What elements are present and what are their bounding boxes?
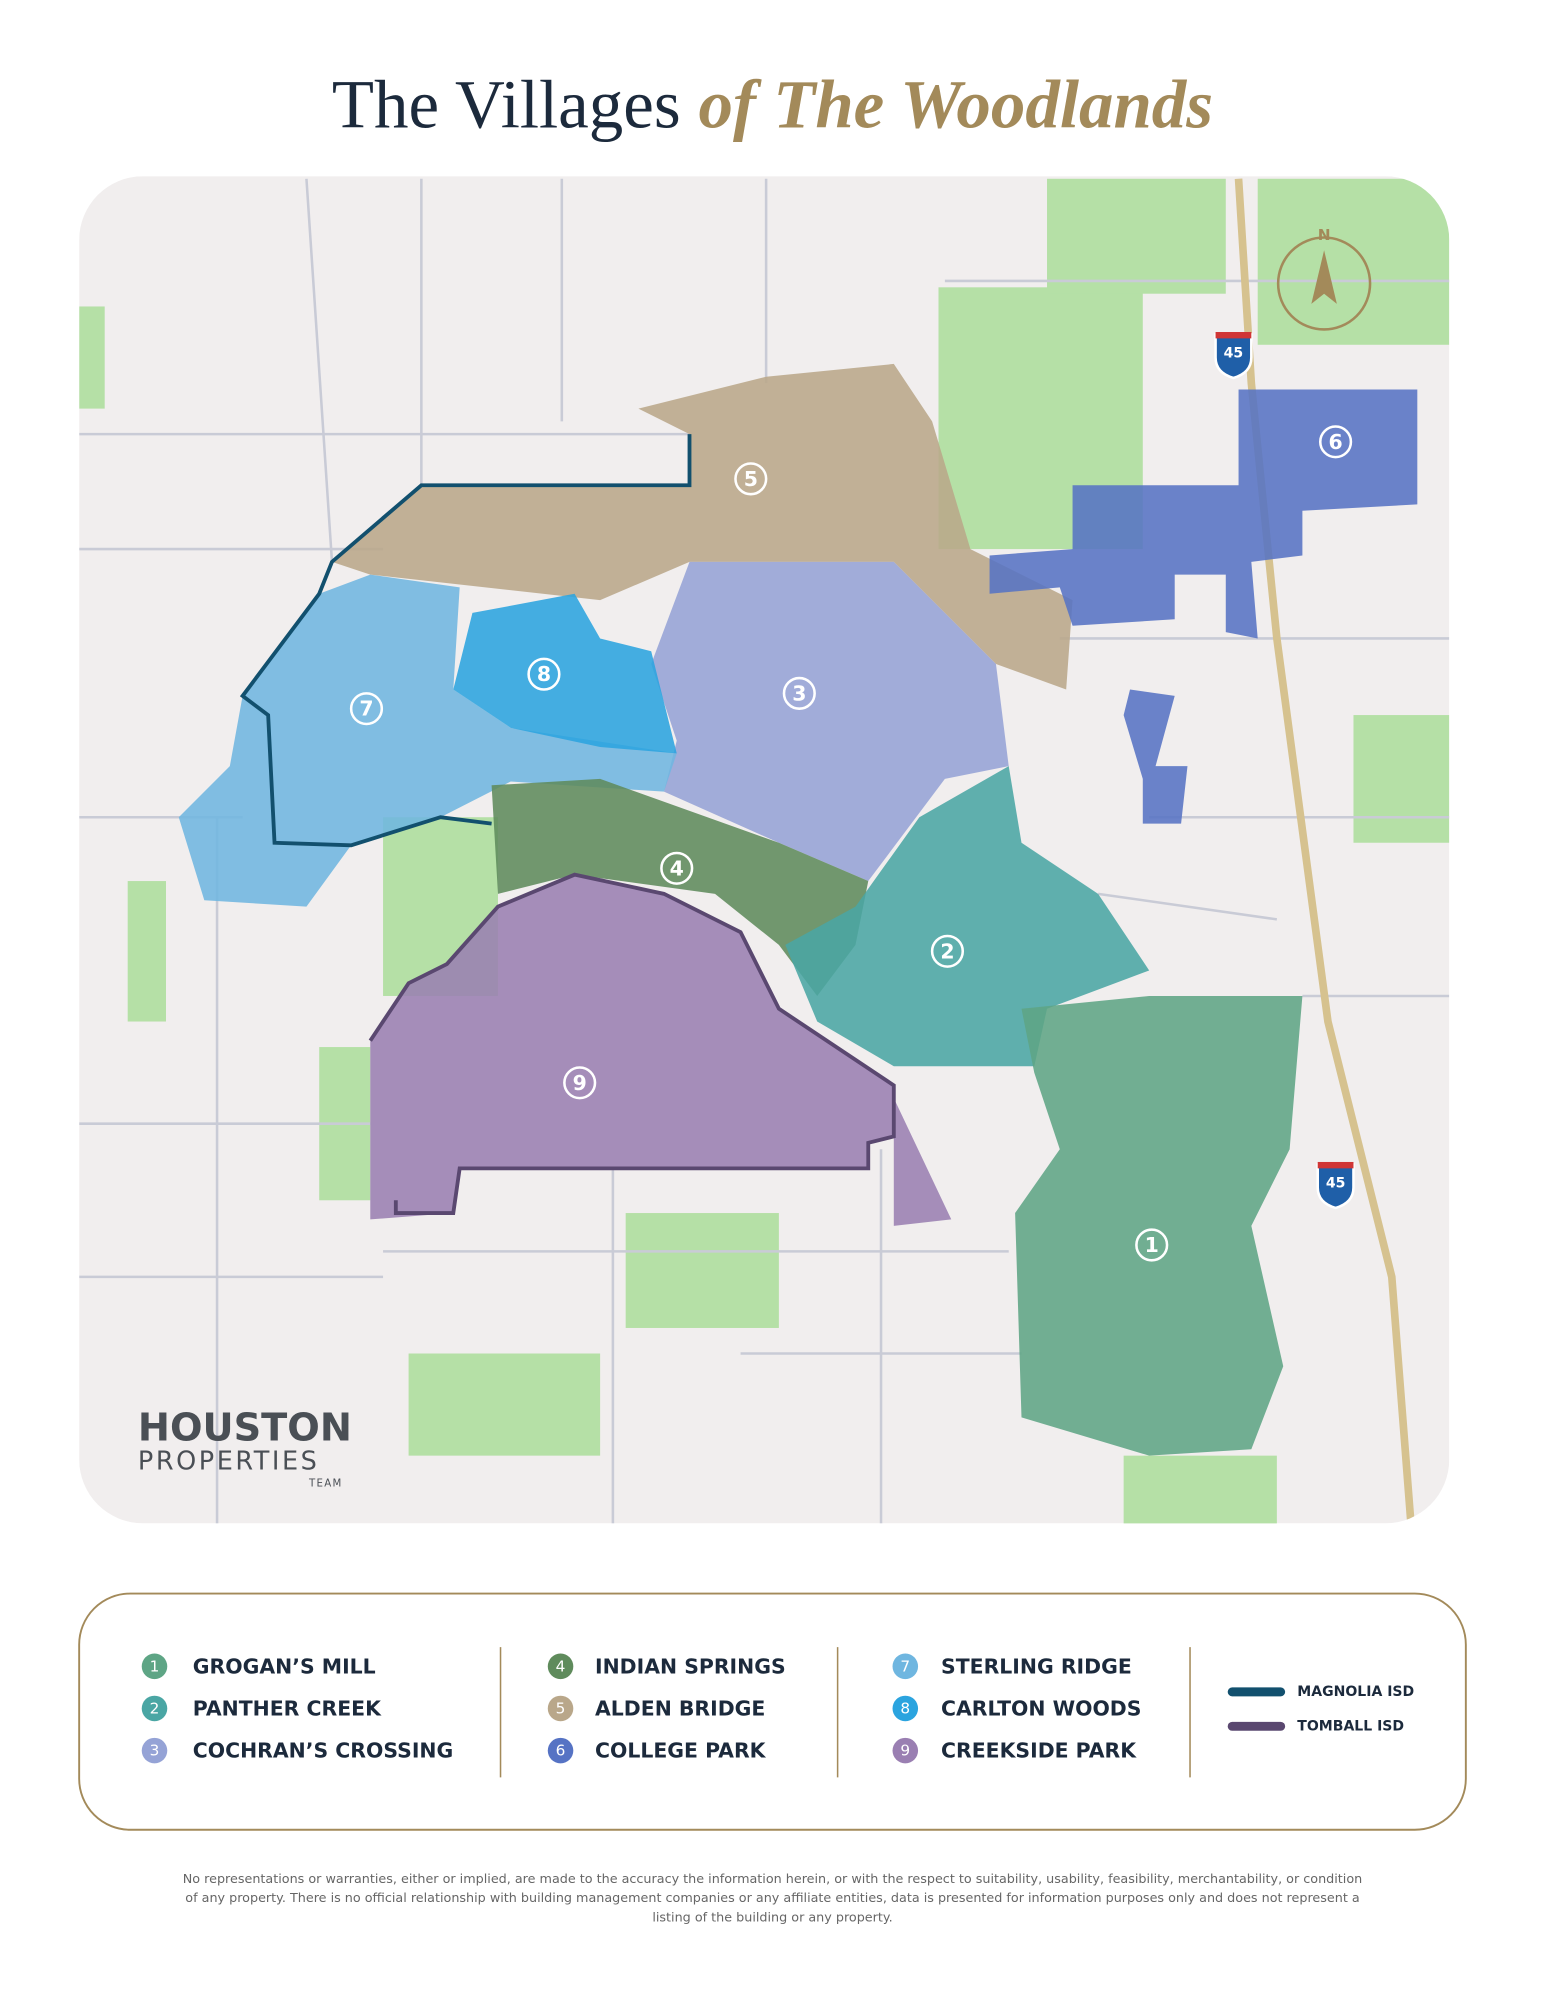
- legend-number: 8: [900, 1699, 910, 1717]
- park: [1047, 178, 1226, 294]
- logo: HOUSTON PROPERTIES TEAM: [138, 1405, 352, 1489]
- legend-label: COLLEGE PARK: [595, 1739, 767, 1763]
- map-number-ring: [734, 462, 768, 496]
- legend-swatch: [892, 1737, 919, 1764]
- map-number: 2: [940, 939, 954, 963]
- shield-label: 45: [1326, 1176, 1346, 1192]
- map-number: 9: [573, 1071, 587, 1095]
- logo-line: TEAM: [308, 1478, 343, 1489]
- map-number: 4: [670, 856, 684, 880]
- park: [408, 1353, 601, 1456]
- legend-number: 3: [150, 1742, 160, 1760]
- map-number-ring: [349, 692, 384, 726]
- map-number: 6: [1328, 430, 1342, 454]
- map-number-ring: [563, 1066, 597, 1100]
- legend-swatch: [892, 1653, 919, 1680]
- map-number-ring: [660, 851, 694, 885]
- title: The Villages of The Woodlands: [332, 67, 1213, 143]
- park: [1257, 178, 1450, 345]
- legend-label: ALDEN BRIDGE: [595, 1696, 765, 1720]
- disclaimer-line: No representations or warranties, either…: [183, 1872, 1362, 1887]
- region-carlton-woods: [453, 593, 677, 754]
- legend-box: [78, 1592, 1467, 1831]
- map-number: 3: [792, 681, 806, 705]
- shield: 45: [1214, 332, 1253, 380]
- title-accent: of The Woodlands: [699, 67, 1214, 143]
- region-cochrans-crossing: [651, 561, 1009, 882]
- disclaimer-line: of any property. There is no official re…: [185, 1891, 1359, 1906]
- legend-label: CREEKSIDE PARK: [941, 1739, 1137, 1763]
- legend-dividers: [499, 1647, 1191, 1778]
- shield-label: 45: [1224, 346, 1244, 362]
- park: [625, 1213, 779, 1328]
- park: [79, 306, 105, 409]
- map-number-ring: [782, 676, 816, 710]
- logo-line: HOUSTON: [138, 1405, 352, 1450]
- legend-swatch: [547, 1695, 574, 1722]
- region-college-park: [989, 389, 1418, 824]
- legend-number: 2: [150, 1699, 160, 1717]
- legend-swatch: [547, 1737, 574, 1764]
- compass: N: [1276, 226, 1372, 331]
- map-number: 7: [359, 697, 373, 721]
- legend-swatch: [141, 1737, 168, 1764]
- legend-district-label: TOMBALL ISD: [1297, 1718, 1404, 1734]
- legend-district-label: MAGNOLIA ISD: [1297, 1684, 1414, 1700]
- legend-number: 4: [556, 1657, 566, 1675]
- legend: 1 GROGAN’S MILL 2 PANTHER CREEK 3 COCHRAN’S C…: [141, 1653, 1414, 1764]
- legend-number: 1: [150, 1657, 160, 1675]
- region-alden-bridge: [331, 363, 1073, 690]
- park: [1353, 715, 1450, 843]
- map-number-ring: [930, 934, 965, 968]
- region-sterling-ridge: [178, 574, 677, 907]
- compass-label: N: [1318, 226, 1331, 244]
- legend-number: 6: [556, 1742, 566, 1760]
- region-creekside-park: [370, 874, 952, 1226]
- legend-number: 7: [900, 1657, 910, 1675]
- title-main: The Villages: [332, 67, 681, 143]
- disclaimer-line: listing of the building or any property.: [652, 1910, 892, 1925]
- park: [127, 881, 166, 1022]
- region-grogans-mill: [1015, 995, 1303, 1456]
- legend-label: STERLING RIDGE: [941, 1654, 1132, 1678]
- legend-label: CARLTON WOODS: [941, 1696, 1141, 1720]
- map-number: 5: [744, 467, 758, 491]
- magnolia-isd-border: [239, 434, 692, 848]
- legend-label: INDIAN SPRINGS: [595, 1654, 786, 1678]
- legend-swatch: [141, 1695, 168, 1722]
- villages: [178, 363, 1418, 1456]
- disclaimer: No representations or warranties, either…: [183, 1872, 1362, 1925]
- region-indian-springs: [491, 778, 869, 996]
- logo-line: PROPERTIES: [138, 1447, 320, 1477]
- legend-swatch: [892, 1695, 919, 1722]
- legend-label: GROGAN’S MILL: [193, 1654, 376, 1678]
- legend-swatch: [547, 1653, 574, 1680]
- shield: 45: [1316, 1161, 1355, 1210]
- park: [1123, 1455, 1277, 1524]
- map-number-ring: [1135, 1228, 1169, 1262]
- map-number: 8: [537, 662, 551, 686]
- legend-label: COCHRAN’S CROSSING: [193, 1739, 453, 1763]
- legend-number: 5: [556, 1699, 566, 1717]
- map-number-ring: [1318, 425, 1353, 459]
- tomball-isd-border: [368, 872, 896, 1215]
- map-number: 1: [1145, 1233, 1159, 1257]
- map-number-ring: [527, 657, 561, 691]
- region-panther-creek: [785, 766, 1150, 1067]
- legend-number: 9: [900, 1742, 910, 1760]
- legend-swatch: [141, 1653, 168, 1680]
- legend-label: PANTHER CREEK: [193, 1696, 382, 1720]
